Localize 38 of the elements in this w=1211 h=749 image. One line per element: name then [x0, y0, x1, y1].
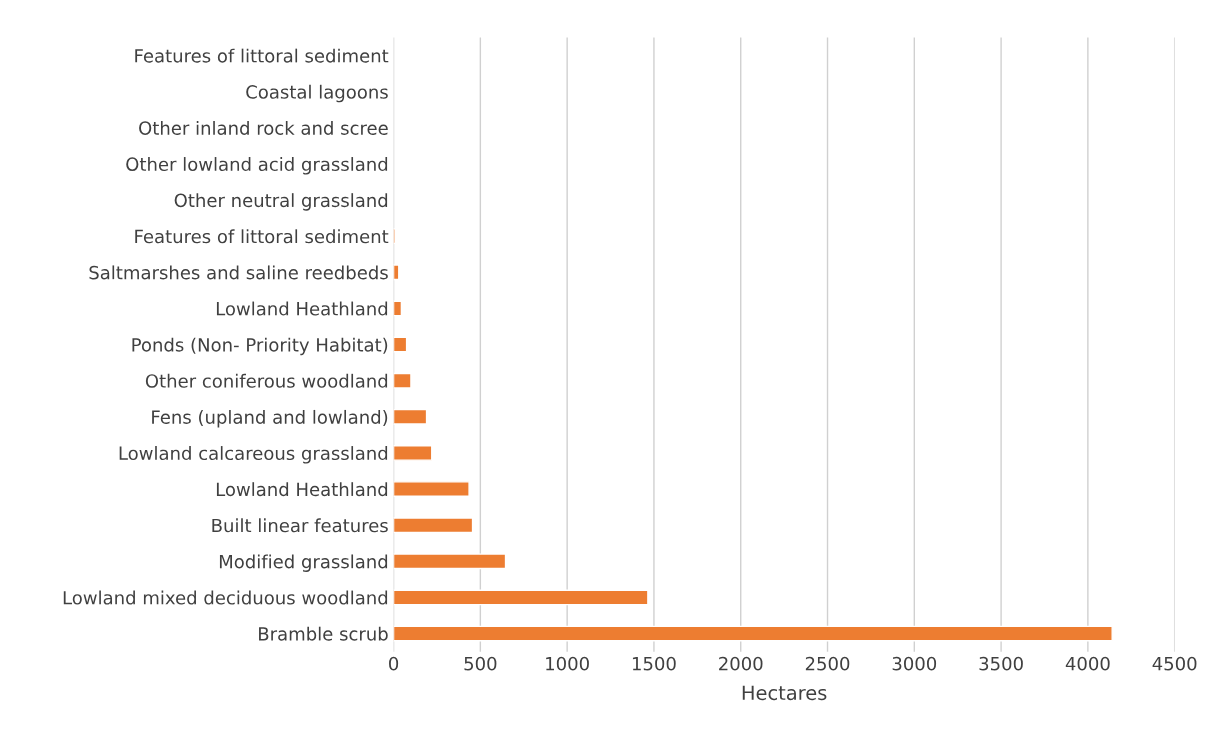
x-axis-title: Hectares	[742, 685, 827, 701]
bar	[393, 553, 507, 570]
y-tick-label: Lowland Heathland	[216, 482, 388, 497]
y-tick-label: Bramble scrub	[259, 626, 388, 641]
x-tick-label: 1000	[546, 656, 589, 671]
bar	[393, 300, 403, 317]
y-tick-label: Lowland calcareous grassland	[119, 446, 388, 464]
bar	[393, 372, 412, 389]
x-tick-label: 0	[389, 656, 399, 671]
bar	[393, 481, 470, 497]
y-tick-label: Other inland rock and scree	[139, 120, 388, 135]
x-tick-label: 4000	[1065, 656, 1110, 671]
y-tick-label: Lowland Heathland	[216, 301, 388, 316]
y-tick-label: Lowland mixed deciduous woodland	[63, 590, 388, 605]
bar	[393, 336, 408, 353]
x-tick-label: 3000	[892, 656, 937, 671]
y-tick-label: Features of littoral sediment	[135, 48, 389, 63]
bar	[393, 517, 474, 534]
y-tick-label: Modified grassland	[219, 554, 388, 572]
y-tick-label: Ponds (Non- Priority Habitat)	[132, 337, 388, 356]
x-tick-label: 3500	[979, 656, 1023, 671]
x-tick-label: 1500	[632, 656, 676, 671]
bar	[393, 625, 1113, 642]
y-tick-label: Features of littoral sediment	[135, 229, 389, 244]
y-tick-label: Coastal lagoons	[246, 84, 388, 103]
x-tick-label: 500	[464, 656, 497, 671]
x-tick-label: 4500	[1152, 656, 1197, 671]
y-tick-label: Other coniferous woodland	[145, 373, 388, 388]
y-tick-label: Fens (upland and lowland)	[152, 409, 388, 428]
bar	[393, 445, 433, 461]
y-tick-label: Other lowland acid grassland	[126, 157, 388, 175]
bar	[393, 589, 649, 606]
x-tick-label: 2000	[719, 656, 763, 671]
y-tick-label: Built linear features	[212, 518, 388, 533]
x-tick-label: 2500	[805, 656, 850, 671]
y-tick-label: Saltmarshes and saline reedbeds	[89, 265, 388, 280]
y-tick-label: Other neutral grassland	[174, 193, 388, 211]
bar	[393, 408, 428, 425]
